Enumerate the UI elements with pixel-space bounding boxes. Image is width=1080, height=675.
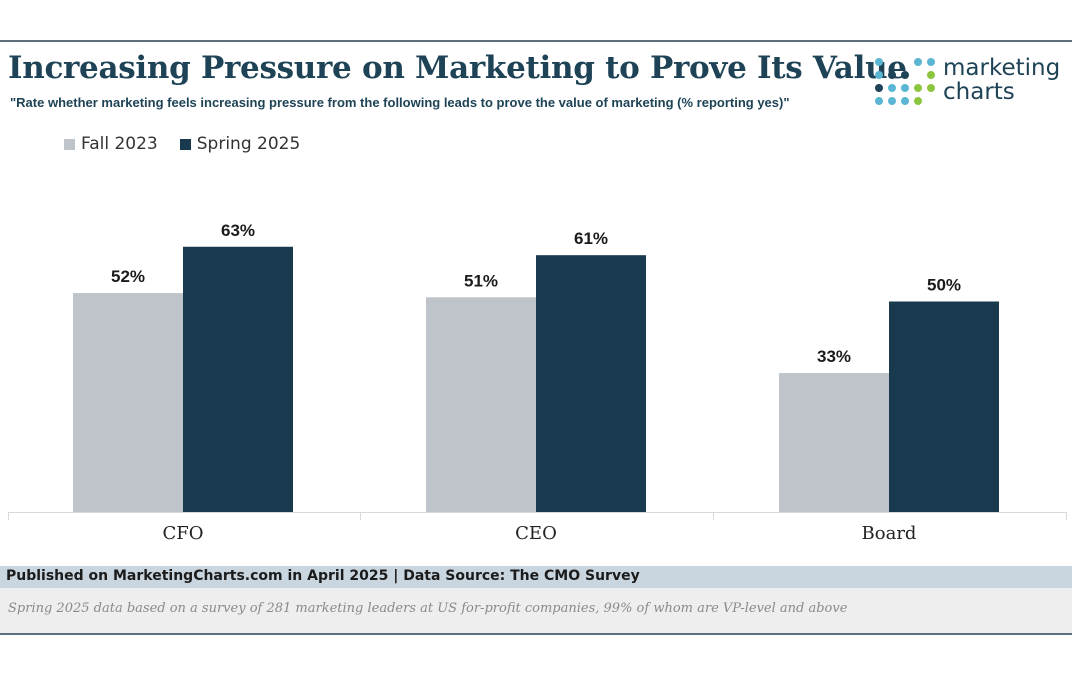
x-tick-label: CEO — [515, 523, 557, 544]
logo-dot — [901, 97, 909, 105]
logo-dot — [875, 58, 883, 66]
bar-cfo-spring-2025 — [183, 246, 293, 512]
chart-title: Increasing Pressure on Marketing to Prov… — [8, 50, 907, 86]
bar-board-fall-2023 — [779, 373, 889, 512]
footnote-area: Spring 2025 data based on a survey of 28… — [0, 588, 1072, 633]
legend-swatch — [179, 138, 191, 150]
bottom-rule — [0, 633, 1072, 635]
legend-item-spring-2025: Spring 2025 — [179, 134, 301, 154]
legend-item-fall-2023: Fall 2023 — [64, 134, 158, 154]
logo-dot — [888, 71, 896, 79]
data-label: 51% — [464, 271, 498, 290]
bar-cfo-fall-2023 — [73, 293, 183, 512]
dot-grid-icon — [875, 58, 935, 105]
data-label: 33% — [817, 347, 851, 366]
chart-legend: Fall 2023 Spring 2025 — [64, 133, 322, 155]
logo-dot — [914, 97, 922, 105]
legend-label: Spring 2025 — [196, 134, 301, 154]
data-label: 52% — [111, 267, 145, 286]
source-bar: Published on MarketingCharts.com in Apri… — [0, 566, 1072, 588]
bar-chart: 52% 63% CFO 51% 61% CEO 33% 50% Board — [8, 221, 1067, 544]
marketingcharts-logo: marketing charts — [870, 55, 1070, 111]
bar-board-spring-2025 — [889, 301, 999, 512]
bar-ceo-spring-2025 — [536, 255, 646, 512]
data-label: 50% — [927, 276, 961, 295]
data-label: 61% — [574, 229, 608, 248]
logo-dot — [927, 71, 935, 79]
data-label: 63% — [221, 221, 255, 240]
logo-dot — [914, 58, 922, 66]
x-tick-label: CFO — [162, 523, 203, 544]
legend-label: Fall 2023 — [81, 134, 158, 154]
source-text: Published on MarketingCharts.com in Apri… — [6, 568, 640, 584]
top-rule — [0, 40, 1072, 42]
logo-line-2: charts — [943, 79, 1015, 105]
logo-dot — [927, 84, 935, 92]
logo-dot — [901, 84, 909, 92]
logo-dot — [888, 84, 896, 92]
footnote-text: Spring 2025 data based on a survey of 28… — [8, 601, 848, 616]
bar-ceo-fall-2023 — [426, 297, 536, 512]
logo-dot — [901, 71, 909, 79]
logo-dot — [875, 84, 883, 92]
logo-dot — [875, 71, 883, 79]
chart-subtitle: "Rate whether marketing feels increasing… — [10, 95, 790, 110]
logo-dot — [914, 84, 922, 92]
x-tick-label: Board — [862, 523, 917, 544]
legend-swatch — [64, 138, 75, 150]
logo-line-1: marketing — [943, 55, 1061, 81]
logo-wordmark: marketing charts — [943, 56, 1060, 104]
logo-dot — [888, 97, 896, 105]
logo-dot — [875, 97, 883, 105]
logo-dot — [927, 58, 935, 66]
